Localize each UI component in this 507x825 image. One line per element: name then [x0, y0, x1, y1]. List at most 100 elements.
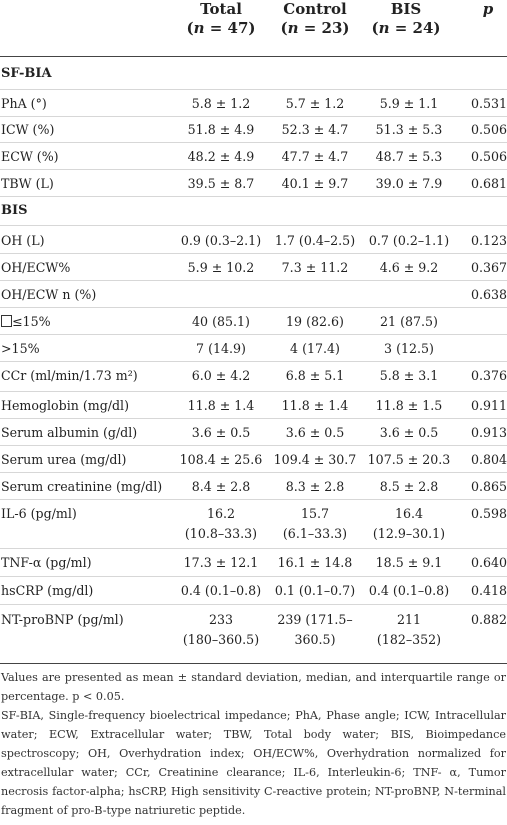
- cell-bis: 107.5 ± 20.3: [367, 452, 451, 467]
- cell-control: 1.7 (0.4–2.5): [274, 233, 356, 248]
- cell-p: 0.123: [470, 233, 507, 248]
- row-divider: [0, 499, 507, 500]
- cell-total: 7 (14.9): [196, 341, 246, 356]
- section-title: BIS: [1, 203, 28, 218]
- cell-p: 0.376: [470, 368, 507, 383]
- cell-total: 3.6 ± 0.5: [191, 425, 251, 440]
- cell-p: 0.865: [470, 479, 507, 494]
- cell-control: 16.1 ± 14.8: [277, 555, 353, 570]
- header-bis: BIS (n = 24): [366, 0, 446, 38]
- cell-p: 0.367: [470, 260, 507, 275]
- cell-total: 48.2 ± 4.9: [187, 149, 255, 164]
- row-divider: [0, 196, 507, 197]
- cell-bis: 0.4 (0.1–0.8): [368, 583, 450, 598]
- cell-control: 19 (82.6): [286, 314, 344, 329]
- cell-bis: 3 (12.5): [384, 341, 434, 356]
- row-label: OH/ECW n (%): [1, 287, 97, 302]
- header-control: Control (n = 23): [270, 0, 360, 38]
- row-divider: [0, 361, 507, 362]
- cell-bis: 4.6 ± 9.2: [379, 260, 439, 275]
- footnote-values: Values are presented as mean ± standard …: [1, 671, 506, 703]
- cell-total: 6.0 ± 4.2: [191, 368, 251, 383]
- cell-p: 0.640: [470, 555, 507, 570]
- cell-p: 0.882: [470, 612, 507, 627]
- header-bis-label: BIS: [390, 0, 422, 18]
- cell-total: 0.4 (0.1–0.8): [180, 583, 262, 598]
- row-divider: [0, 418, 507, 419]
- cell-p: 0.506: [470, 122, 507, 137]
- missing-glyph-box-icon: [1, 315, 12, 327]
- row-label: hsCRP (mg/dl): [1, 583, 94, 598]
- cell-control: 7.3 ± 11.2: [281, 260, 349, 275]
- row-divider: [0, 445, 507, 446]
- cell-bis: 5.8 ± 3.1: [379, 368, 439, 383]
- cell-control: 6.8 ± 5.1: [285, 368, 345, 383]
- row-divider: [0, 334, 507, 335]
- cell-control: 4 (17.4): [290, 341, 340, 356]
- cell-total: 5.9 ± 10.2: [187, 260, 255, 275]
- cell-total: 17.3 ± 12.1: [183, 555, 259, 570]
- cell-bis: 16.4 (12.9–30.1): [372, 506, 446, 541]
- cell-total: 51.8 ± 4.9: [187, 122, 255, 137]
- row-label: ECW (%): [1, 149, 59, 164]
- header-total: Total (n = 47): [176, 0, 266, 38]
- cell-bis: 48.7 ± 5.3: [375, 149, 443, 164]
- section-title: SF-BIA: [1, 66, 52, 81]
- table-header: Total (n = 47) Control (n = 23) BIS (n =…: [0, 0, 507, 57]
- row-label: Hemoglobin (mg/dl): [1, 398, 129, 413]
- row-label: TNF-α (pg/ml): [1, 555, 92, 570]
- row-label: PhA (°): [1, 96, 47, 111]
- cell-control: 52.3 ± 4.7: [281, 122, 349, 137]
- cell-total: 0.9 (0.3–2.1): [180, 233, 262, 248]
- cell-control: 5.7 ± 1.2: [285, 96, 345, 111]
- cell-bis: 11.8 ± 1.5: [375, 398, 443, 413]
- row-divider: [0, 604, 507, 605]
- row-divider: [0, 576, 507, 577]
- cell-bis: 0.7 (0.2–1.1): [368, 233, 450, 248]
- header-control-n: (n = 23): [280, 19, 350, 37]
- row-divider: [0, 548, 507, 549]
- cell-bis: 211 (182–352): [376, 612, 442, 647]
- row-label: OH (L): [1, 233, 45, 248]
- row-label: ≤15%: [1, 314, 51, 329]
- row-label: NT-proBNP (pg/ml): [1, 612, 124, 627]
- cell-p: 0.804: [470, 452, 507, 467]
- cell-total: 11.8 ± 1.4: [187, 398, 255, 413]
- row-label: >15%: [1, 341, 40, 356]
- cell-bis: 8.5 ± 2.8: [379, 479, 439, 494]
- cell-total: 39.5 ± 8.7: [187, 176, 255, 191]
- cell-p: 0.506: [470, 149, 507, 164]
- header-control-label: Control: [283, 0, 347, 18]
- cell-total: 233 (180–360.5): [182, 612, 260, 647]
- cell-bis: 3.6 ± 0.5: [379, 425, 439, 440]
- cell-p: 0.418: [470, 583, 507, 598]
- cell-control: 239 (171.5– 360.5): [277, 612, 353, 647]
- cell-control: 47.7 ± 4.7: [281, 149, 349, 164]
- cell-p: 0.913: [470, 425, 507, 440]
- row-label: Serum creatinine (mg/dl): [1, 479, 163, 494]
- cell-bis: 21 (87.5): [380, 314, 438, 329]
- cell-control: 40.1 ± 9.7: [281, 176, 349, 191]
- header-total-n: (n = 47): [186, 19, 256, 37]
- row-divider: [0, 472, 507, 473]
- cell-total: 5.8 ± 1.2: [191, 96, 251, 111]
- row-divider: [0, 280, 507, 281]
- header-p: p: [482, 0, 494, 18]
- cell-control: 15.7 (6.1–33.3): [282, 506, 348, 541]
- row-divider: [0, 89, 507, 90]
- cell-p: 0.598: [470, 506, 507, 521]
- cell-p: 0.911: [470, 398, 507, 413]
- cell-total: 40 (85.1): [192, 314, 250, 329]
- row-divider: [0, 253, 507, 254]
- cell-bis: 51.3 ± 5.3: [375, 122, 443, 137]
- cell-control: 11.8 ± 1.4: [281, 398, 349, 413]
- cell-bis: 5.9 ± 1.1: [379, 96, 439, 111]
- cell-control: 0.1 (0.1–0.7): [274, 583, 356, 598]
- row-divider: [0, 391, 507, 392]
- cell-bis: 39.0 ± 7.9: [375, 176, 443, 191]
- cell-total: 16.2 (10.8–33.3): [184, 506, 258, 541]
- row-label: TBW (L): [1, 176, 54, 191]
- cell-control: 3.6 ± 0.5: [285, 425, 345, 440]
- cell-total: 108.4 ± 25.6: [179, 452, 263, 467]
